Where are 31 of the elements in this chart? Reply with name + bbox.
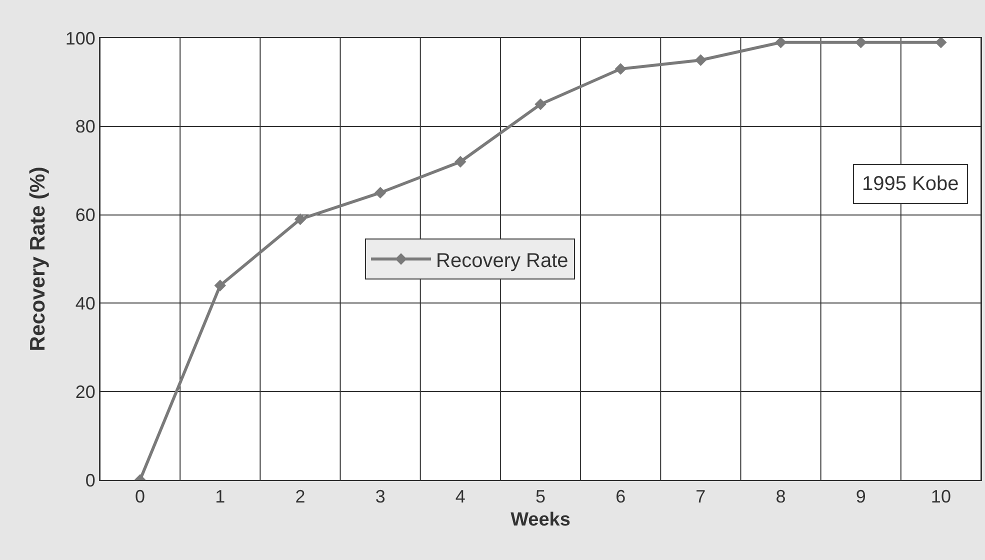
x-tick-label: 5 — [535, 486, 546, 507]
point — [534, 98, 546, 110]
point — [774, 38, 787, 48]
y-tick-label: 40 — [75, 294, 96, 314]
point — [454, 156, 466, 168]
point — [214, 280, 226, 292]
x-tick-label: 3 — [375, 486, 386, 507]
point — [694, 54, 707, 66]
annotation: 1995 Kobe — [862, 173, 959, 195]
point — [614, 63, 626, 75]
legend-label: Recovery Rate — [436, 250, 568, 272]
point — [855, 38, 867, 48]
x-tick-label: 8 — [776, 486, 786, 507]
x-tick-label: 10 — [930, 486, 951, 507]
x-tick-label: 0 — [135, 486, 146, 507]
y-tick-label: 20 — [75, 382, 96, 402]
x-axis-title: Weeks — [510, 509, 570, 530]
point — [374, 186, 386, 199]
y-tick-label: 60 — [75, 205, 96, 226]
x-tick-label: 4 — [455, 486, 466, 507]
y-tick-label: 100 — [65, 28, 96, 48]
y-axis-title: Recovery Rate (%) — [26, 166, 50, 352]
point — [294, 213, 306, 226]
x-tick-label: 1 — [215, 486, 226, 507]
x-tick-label: 6 — [616, 486, 626, 507]
y-tick-label: 0 — [85, 470, 96, 490]
point — [935, 38, 947, 48]
y-tick-label: 80 — [75, 116, 96, 137]
x-tick-label: 9 — [856, 486, 866, 507]
x-tick-label: 7 — [696, 486, 706, 507]
x-tick-label: 2 — [295, 486, 306, 507]
